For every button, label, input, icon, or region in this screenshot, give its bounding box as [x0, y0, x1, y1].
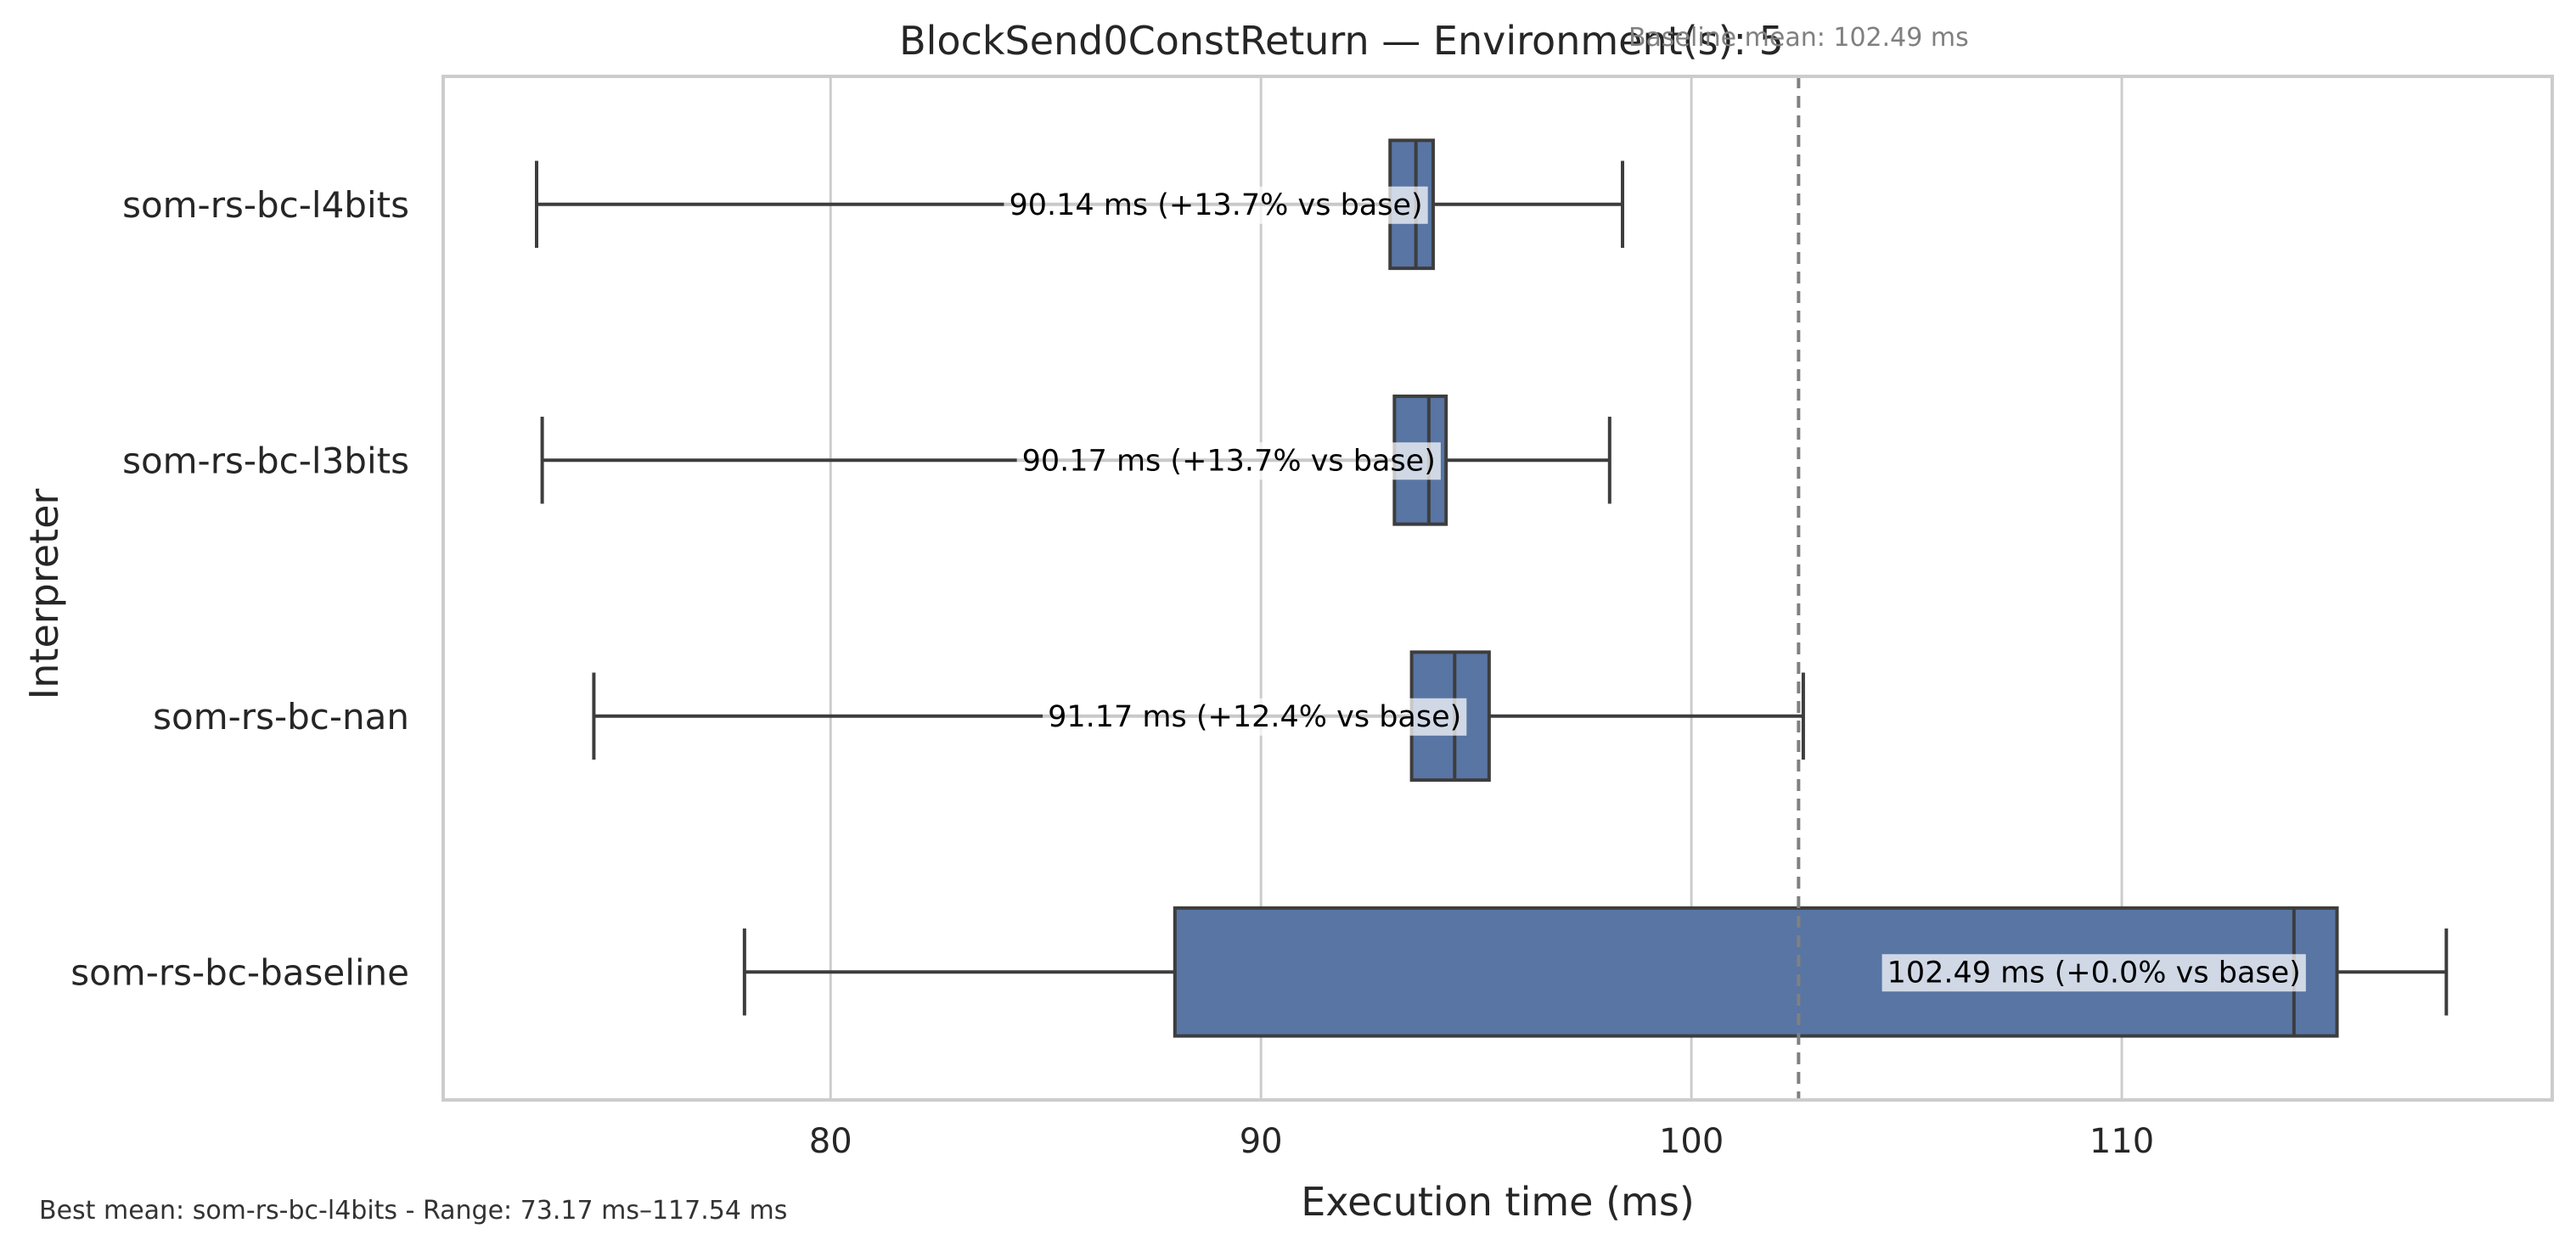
x-tick-label: 90	[1240, 1122, 1283, 1161]
baseline-label: Baseline mean: 102.49 ms	[1628, 23, 1969, 53]
y-axis-label: Interpreter	[21, 489, 67, 700]
mean-annotation: 102.49 ms (+0.0% vs base)	[1881, 954, 2306, 992]
footnote: Best mean: som-rs-bc-l4bits - Range: 73.…	[39, 1196, 787, 1226]
category-label: som-rs-bc-nan	[153, 696, 409, 738]
annotation-background	[1016, 442, 1441, 480]
x-tick-label: 100	[1659, 1122, 1724, 1161]
plot-frame	[442, 75, 2554, 1102]
mean-label: 90.14 ms (+13.7% vs base)	[1009, 188, 1422, 222]
x-tick-label: 80	[809, 1122, 852, 1161]
mean-annotation: 91.17 ms (+12.4% vs base)	[1043, 698, 1467, 736]
mean-label: 102.49 ms (+0.0% vs base)	[1887, 956, 2301, 990]
category-label: som-rs-bc-l4bits	[122, 184, 409, 226]
annotation-background	[1043, 698, 1467, 736]
annotation-background	[1004, 186, 1428, 224]
mean-label: 91.17 ms (+12.4% vs base)	[1048, 700, 1461, 734]
category-label: som-rs-bc-baseline	[70, 951, 409, 993]
annotation-background	[1881, 954, 2306, 992]
mean-annotations: 90.14 ms (+13.7% vs base) 90.17 ms (+13.7…	[1004, 186, 2306, 992]
mean-annotation: 90.14 ms (+13.7% vs base)	[1004, 186, 1428, 224]
mean-annotation: 90.17 ms (+13.7% vs base)	[1016, 442, 1441, 480]
box-plot-som-rs-bc-baseline	[742, 906, 2449, 1038]
mean-label: 90.17 ms (+13.7% vs base)	[1022, 444, 1436, 478]
category-label: som-rs-bc-l3bits	[122, 440, 409, 481]
x-axis-label: Execution time (ms)	[1301, 1179, 1695, 1225]
x-tick-label: 110	[2089, 1122, 2154, 1161]
y-category-labels: som-rs-bc-l4bits som-rs-bc-l3bits som-rs-b…	[70, 184, 409, 994]
x-tick-labels: 80 90 100 110	[809, 1122, 2154, 1161]
chart-title: BlockSend0ConstReturn — Environment(s): …	[899, 18, 1784, 64]
